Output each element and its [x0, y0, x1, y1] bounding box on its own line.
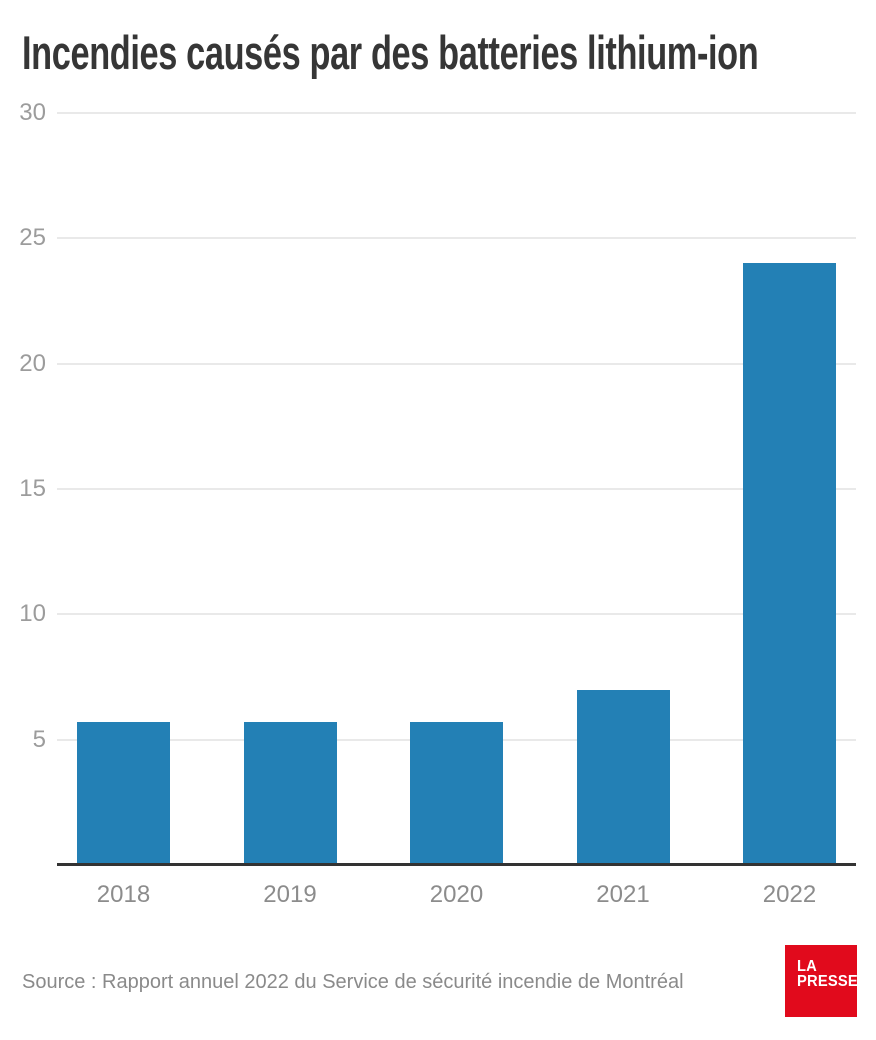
y-tick-label-30: 30	[19, 99, 46, 126]
lapresse-logo: LA PRESSE	[785, 945, 858, 1017]
y-tick-label-25: 25	[19, 224, 46, 252]
bar-2021	[576, 689, 670, 865]
x-axis-line	[57, 863, 856, 866]
y-tick-label-15: 15	[19, 475, 46, 502]
gridline-10	[57, 613, 856, 616]
bar-2020	[410, 722, 503, 865]
logo-text-la: LA	[797, 958, 817, 975]
y-tick-label-10: 10	[19, 600, 46, 628]
bar-2018	[77, 722, 170, 865]
y-tick-label-5: 5	[32, 725, 46, 753]
bar-2019	[243, 722, 337, 865]
x-tick-label-2021: 2021	[596, 881, 650, 908]
x-tick-label-2022: 2022	[762, 881, 817, 908]
bar-2022	[743, 263, 836, 865]
x-tick-label-2020: 2020	[429, 881, 484, 908]
gridline-20	[57, 362, 856, 365]
chart-title: Incendies causés par des batteries lithi…	[22, 26, 759, 79]
gridline-15	[57, 488, 856, 490]
y-tick-label-20: 20	[19, 349, 46, 377]
gridline-25	[57, 237, 856, 240]
gridline-30	[57, 112, 856, 114]
logo-text-presse: PRESSE	[797, 973, 858, 990]
source-caption: Source : Rapport annuel 2022 du Service …	[22, 971, 684, 993]
x-tick-label-2018: 2018	[96, 881, 151, 908]
x-tick-label-2019: 2019	[263, 881, 317, 908]
